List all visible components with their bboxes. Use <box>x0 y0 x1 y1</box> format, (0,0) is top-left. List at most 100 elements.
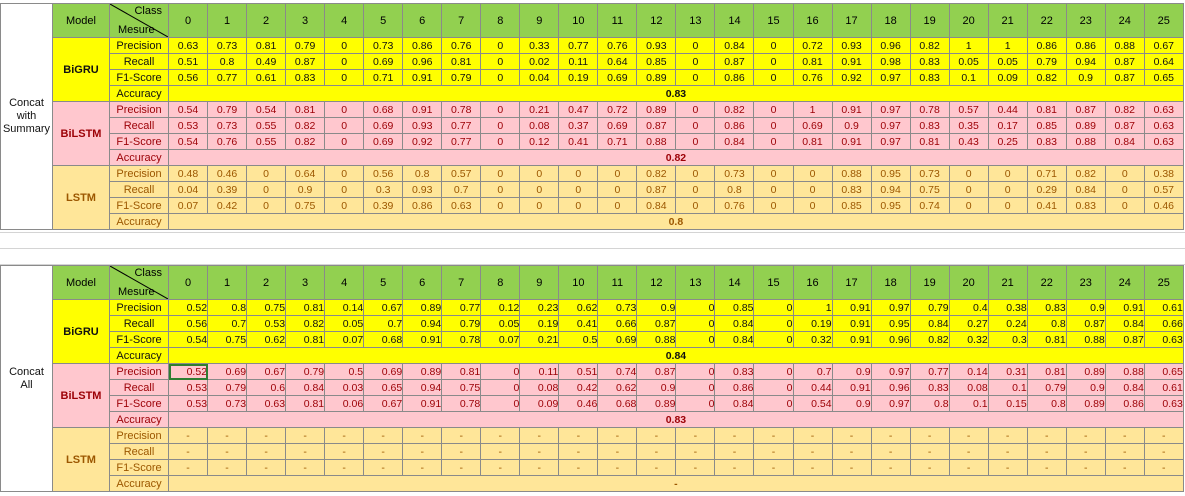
value-cell[interactable]: - <box>948 443 989 460</box>
value-cell[interactable]: - <box>909 443 950 460</box>
value-cell[interactable]: 0.81 <box>285 299 326 316</box>
value-cell[interactable]: 0.82 <box>1026 69 1067 86</box>
value-cell[interactable]: 0 <box>675 69 716 86</box>
metric-label-cell[interactable]: Precision <box>109 363 169 380</box>
accuracy-label-cell[interactable]: Accuracy <box>109 213 169 230</box>
value-cell[interactable]: 0.97 <box>870 299 911 316</box>
value-cell[interactable]: 0.87 <box>714 53 755 70</box>
value-cell[interactable]: 0.8 <box>714 181 755 198</box>
value-cell[interactable]: 0.73 <box>207 37 248 54</box>
value-cell[interactable]: 0.76 <box>441 37 482 54</box>
metric-label-cell[interactable]: Recall <box>109 181 169 198</box>
value-cell[interactable]: 0.69 <box>597 69 638 86</box>
value-cell[interactable]: 0 <box>675 331 716 348</box>
value-cell[interactable]: 0.57 <box>441 165 482 182</box>
value-cell[interactable]: 0.89 <box>636 101 677 118</box>
value-cell[interactable]: 0 <box>948 181 989 198</box>
value-cell[interactable]: - <box>363 427 404 444</box>
model-name-cell[interactable]: BiGRU <box>52 37 110 102</box>
value-cell[interactable]: 0 <box>480 117 521 134</box>
value-cell[interactable]: 0.87 <box>636 315 677 332</box>
value-cell[interactable]: - <box>519 443 560 460</box>
value-cell[interactable]: 0.56 <box>167 69 209 86</box>
value-cell[interactable]: 0.82 <box>1065 165 1106 182</box>
value-cell[interactable]: 0.83 <box>909 117 950 134</box>
value-cell[interactable]: 0 <box>1104 165 1145 182</box>
value-cell[interactable]: 0.48 <box>167 165 209 182</box>
value-cell[interactable]: - <box>636 443 677 460</box>
value-cell[interactable]: 0.86 <box>1065 37 1106 54</box>
value-cell[interactable]: 0.57 <box>1143 181 1184 198</box>
value-cell[interactable]: 0.9 <box>636 379 677 396</box>
value-cell[interactable]: 0.62 <box>558 299 599 316</box>
value-cell[interactable]: 0.92 <box>831 69 872 86</box>
value-cell[interactable]: 0.15 <box>987 395 1028 412</box>
value-cell[interactable]: 0 <box>753 315 794 332</box>
value-cell[interactable]: 0.05 <box>480 315 521 332</box>
value-cell[interactable]: 0.7 <box>363 315 404 332</box>
value-cell[interactable]: 0 <box>597 197 638 214</box>
value-cell[interactable]: - <box>246 427 287 444</box>
value-cell[interactable]: 0.41 <box>558 133 599 150</box>
metric-label-cell[interactable]: Recall <box>109 117 169 134</box>
value-cell[interactable]: 0.87 <box>636 117 677 134</box>
value-cell[interactable]: - <box>597 459 638 476</box>
value-cell[interactable]: 0.42 <box>558 379 599 396</box>
value-cell[interactable]: 0.79 <box>909 299 950 316</box>
value-cell[interactable]: 0.88 <box>1065 133 1106 150</box>
value-cell[interactable]: 0.8 <box>1026 395 1067 412</box>
value-cell[interactable]: 0.4 <box>948 299 989 316</box>
value-cell[interactable]: 0 <box>519 197 560 214</box>
value-cell[interactable]: 0.21 <box>519 331 560 348</box>
value-cell[interactable]: - <box>285 427 326 444</box>
value-cell[interactable]: 0.71 <box>363 69 404 86</box>
value-cell[interactable]: 0.84 <box>1065 181 1106 198</box>
class-header-cell[interactable]: 1 <box>207 265 248 300</box>
value-cell[interactable]: 0.77 <box>558 37 599 54</box>
value-cell[interactable]: 0.89 <box>1065 117 1106 134</box>
value-cell[interactable]: 0.61 <box>1143 299 1184 316</box>
class-header-cell[interactable]: 24 <box>1104 265 1145 300</box>
value-cell[interactable]: 0.79 <box>285 37 326 54</box>
value-cell[interactable]: 0.55 <box>246 117 287 134</box>
value-cell[interactable]: 0.91 <box>402 395 443 412</box>
value-cell[interactable]: 0.51 <box>167 53 209 70</box>
class-header-cell[interactable]: 7 <box>441 3 482 38</box>
value-cell[interactable]: 0.62 <box>597 379 638 396</box>
value-cell[interactable]: 0.76 <box>714 197 755 214</box>
value-cell[interactable]: 0.89 <box>402 299 443 316</box>
value-cell[interactable]: 0.87 <box>1104 331 1145 348</box>
value-cell[interactable]: 0.91 <box>402 331 443 348</box>
value-cell[interactable]: 0.76 <box>792 69 833 86</box>
value-cell[interactable]: 0 <box>324 197 365 214</box>
value-cell[interactable]: 0.63 <box>1143 117 1184 134</box>
value-cell[interactable]: 0.9 <box>831 117 872 134</box>
value-cell[interactable]: 0.97 <box>870 395 911 412</box>
value-cell[interactable]: - <box>675 427 716 444</box>
class-header-cell[interactable]: 6 <box>402 3 443 38</box>
value-cell[interactable]: 0.96 <box>870 331 911 348</box>
value-cell[interactable]: 0.49 <box>246 53 287 70</box>
value-cell[interactable]: - <box>480 427 521 444</box>
value-cell[interactable]: 0 <box>753 331 794 348</box>
value-cell[interactable]: 0.03 <box>324 379 365 396</box>
value-cell[interactable]: 0.11 <box>519 363 560 380</box>
value-cell[interactable]: - <box>285 443 326 460</box>
value-cell[interactable]: - <box>363 443 404 460</box>
value-cell[interactable]: 0.88 <box>1104 363 1145 380</box>
value-cell[interactable]: 0.89 <box>636 395 677 412</box>
value-cell[interactable]: 0.44 <box>987 101 1028 118</box>
value-cell[interactable]: 0.91 <box>831 133 872 150</box>
value-cell[interactable]: 0.52 <box>167 299 209 316</box>
value-cell[interactable]: - <box>324 459 365 476</box>
model-header-cell[interactable]: Model <box>52 265 110 300</box>
value-cell[interactable]: 0 <box>675 133 716 150</box>
value-cell[interactable]: 0.9 <box>1065 299 1106 316</box>
metric-label-cell[interactable]: Recall <box>109 443 169 460</box>
value-cell[interactable]: 0 <box>753 363 794 380</box>
class-header-cell[interactable]: 21 <box>987 265 1028 300</box>
value-cell[interactable]: 0.81 <box>246 37 287 54</box>
class-header-cell[interactable]: 22 <box>1026 265 1067 300</box>
class-measure-header-cell[interactable]: Class Mesure <box>109 3 169 38</box>
value-cell[interactable]: 0.63 <box>1143 331 1184 348</box>
